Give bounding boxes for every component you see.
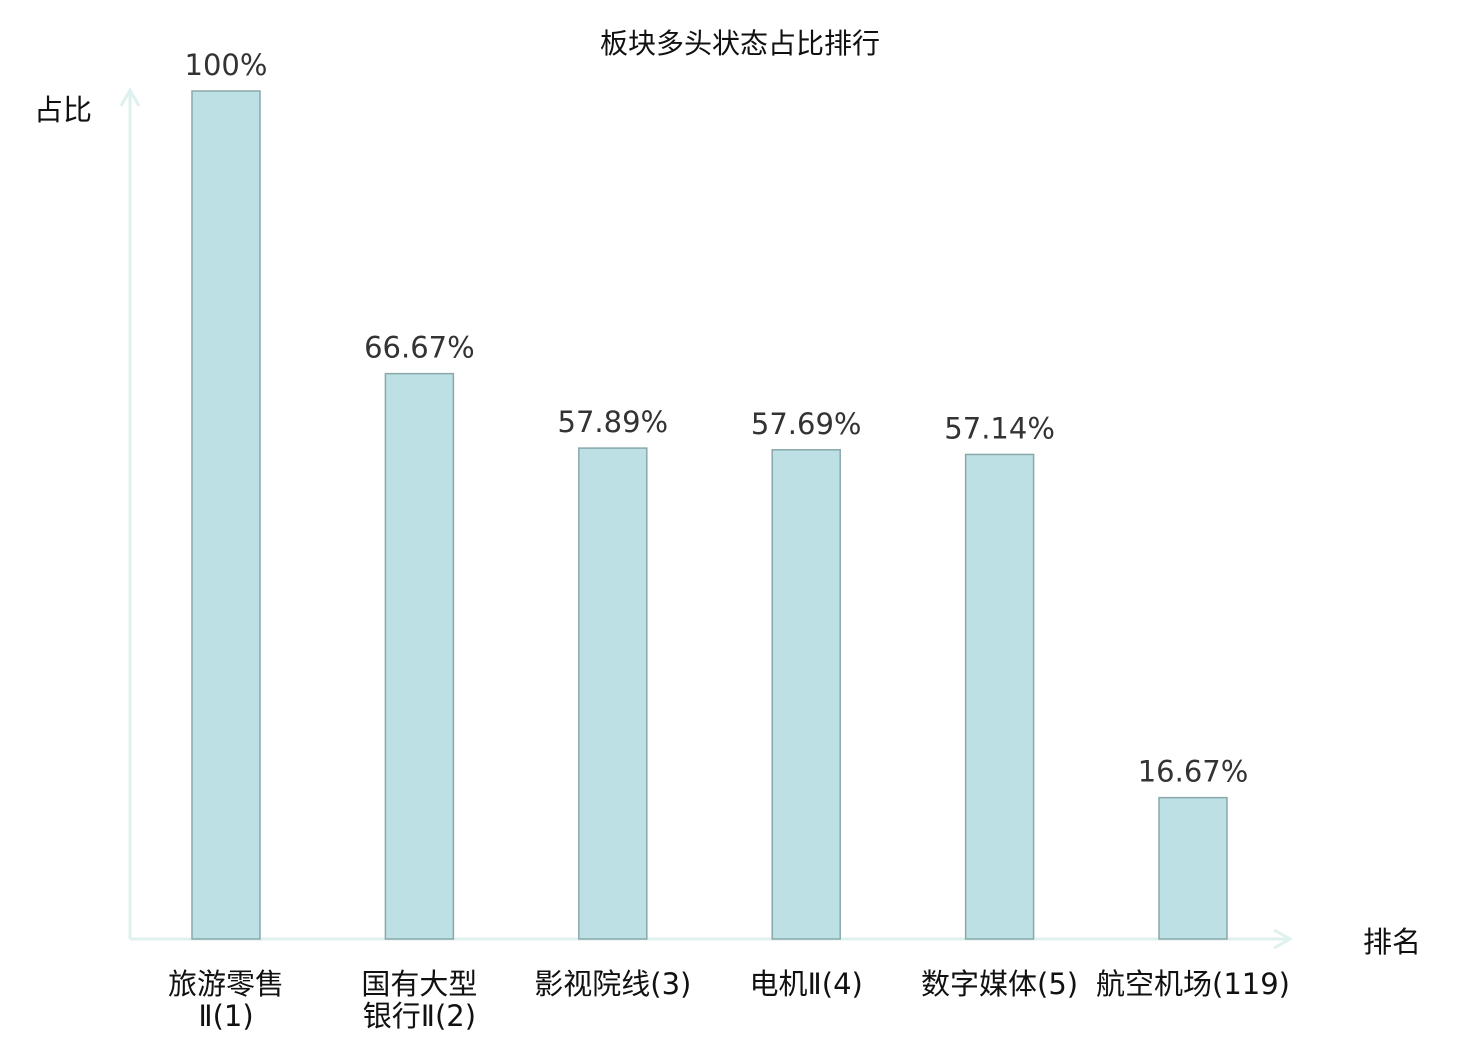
category-label: 影视院线(3) xyxy=(534,967,691,1001)
value-label: 66.67% xyxy=(364,331,475,365)
chart-title: 板块多头状态占比排行 xyxy=(600,27,880,60)
bar xyxy=(191,90,261,940)
bar xyxy=(964,453,1035,940)
category-label: 数字媒体(5) xyxy=(921,967,1078,1001)
y-axis-label: 占比 xyxy=(34,93,92,127)
value-label: 57.69% xyxy=(751,407,862,441)
bar xyxy=(578,447,648,940)
category-label: 航空机场(119) xyxy=(1096,967,1290,1001)
category-label: 电机Ⅱ(4) xyxy=(750,967,863,1001)
category-label: 旅游零售 xyxy=(168,967,284,1001)
y-axis-arrow-icon xyxy=(119,86,141,107)
bar xyxy=(384,372,455,940)
category-label: 银行Ⅱ(2) xyxy=(363,999,476,1033)
value-label: 16.67% xyxy=(1138,755,1249,789)
value-label: 57.89% xyxy=(558,405,669,439)
x-axis-label: 排名 xyxy=(1363,925,1421,959)
category-label: 国有大型 xyxy=(361,967,477,1001)
category-label: Ⅱ(1) xyxy=(198,999,253,1033)
bar xyxy=(771,449,841,940)
bar xyxy=(1158,796,1228,940)
value-label: 57.14% xyxy=(944,411,1055,445)
value-label: 100% xyxy=(185,48,268,82)
x-axis-arrow-icon xyxy=(1273,928,1294,950)
